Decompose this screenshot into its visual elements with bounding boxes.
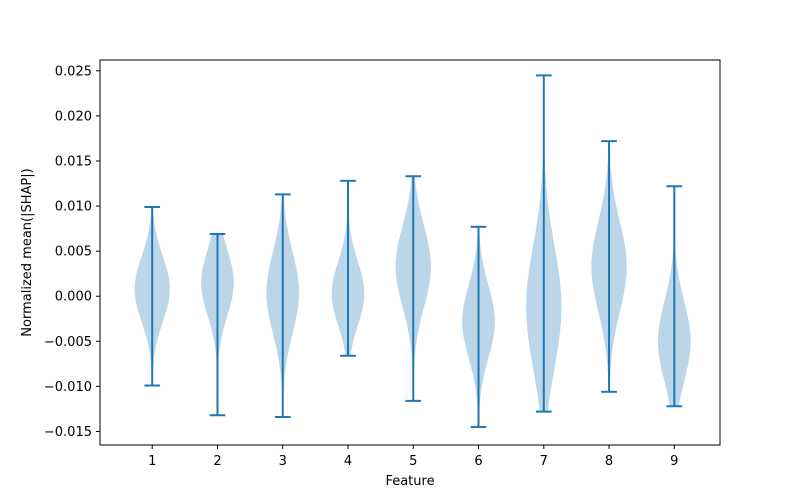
x-tick-label: 1 (148, 454, 156, 469)
x-tick-label: 8 (605, 454, 613, 469)
y-tick-label: −0.005 (44, 335, 92, 350)
x-tick-label: 5 (409, 454, 417, 469)
x-tick-label: 6 (474, 454, 482, 469)
x-tick-label: 3 (279, 454, 287, 469)
y-tick-label: 0.000 (55, 290, 92, 305)
x-tick-label: 7 (540, 454, 548, 469)
y-tick-label: 0.005 (55, 245, 92, 260)
y-axis: −0.015 −0.010 −0.005 0.000 0.005 0.010 0.015 0.… (44, 64, 100, 440)
y-axis-label: Normalized mean(|SHAP|) (20, 168, 35, 336)
x-axis: 1 2 3 4 5 6 7 8 9 (148, 445, 678, 469)
y-tick-label: −0.015 (44, 425, 92, 440)
y-tick-label: 0.010 (55, 200, 92, 215)
x-axis-label: Feature (385, 474, 434, 489)
y-tick-label: 0.025 (55, 64, 92, 79)
x-tick-label: 4 (344, 454, 352, 469)
violin-layer (134, 74, 691, 428)
plot-frame (99, 59, 721, 446)
x-tick-label: 2 (213, 454, 221, 469)
y-tick-label: 0.020 (55, 109, 92, 124)
x-tick-label: 9 (670, 454, 678, 469)
y-tick-label: −0.010 (44, 380, 92, 395)
y-tick-label: 0.015 (55, 154, 92, 169)
